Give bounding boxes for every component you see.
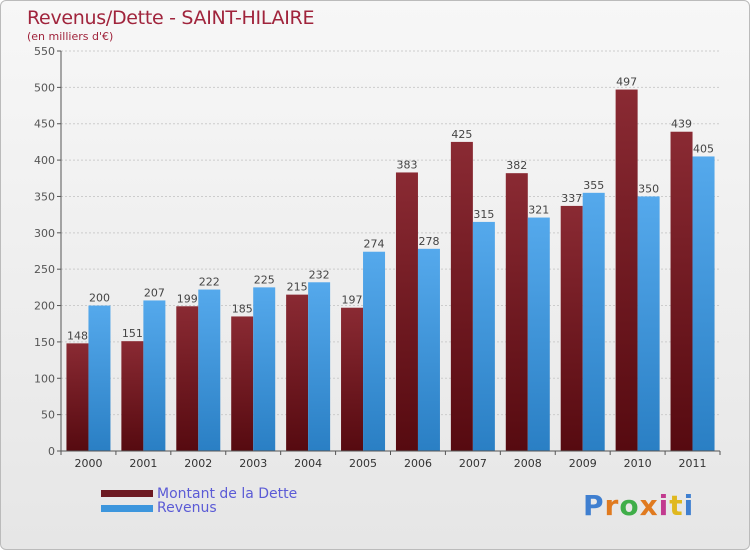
value-label-debt: 497 xyxy=(616,76,637,89)
bar-debt xyxy=(231,316,254,451)
y-tick-label: 0 xyxy=(48,445,55,458)
value-label-debt: 148 xyxy=(67,329,88,342)
value-label-debt: 185 xyxy=(232,302,253,315)
bar-debt xyxy=(395,172,418,452)
proxiti-logo: Proxiti xyxy=(583,489,694,522)
bar-revenus xyxy=(692,156,715,452)
value-label-debt: 383 xyxy=(396,158,417,171)
bar-debt xyxy=(560,205,583,451)
value-label-revenus: 350 xyxy=(638,182,659,195)
bar-debt xyxy=(286,294,309,451)
bar-revenus xyxy=(88,305,111,451)
y-tick-label: 100 xyxy=(34,372,55,385)
bar-debt xyxy=(615,89,638,451)
x-tick-label: 2009 xyxy=(569,457,597,470)
value-label-revenus: 232 xyxy=(309,268,330,281)
y-tick-label: 350 xyxy=(34,190,55,203)
y-tick-label: 500 xyxy=(34,81,55,94)
y-tick-label: 450 xyxy=(34,118,55,131)
value-label-revenus: 355 xyxy=(583,179,604,192)
y-tick-label: 300 xyxy=(34,227,55,240)
value-label-revenus: 315 xyxy=(473,208,494,221)
x-tick-label: 2010 xyxy=(624,457,652,470)
value-label-revenus: 207 xyxy=(144,286,165,299)
bar-revenus xyxy=(637,196,660,451)
value-label-debt: 215 xyxy=(287,281,308,294)
chart-title: Revenus/Dette - SAINT-HILAIRE xyxy=(27,7,315,29)
bar-revenus xyxy=(527,217,550,451)
bar-revenus xyxy=(472,221,495,451)
value-label-revenus: 225 xyxy=(254,273,275,286)
x-tick-label: 2011 xyxy=(679,457,707,470)
x-tick-label: 2005 xyxy=(349,457,377,470)
bar-debt xyxy=(66,343,89,451)
bars xyxy=(66,89,715,452)
value-label-revenus: 274 xyxy=(364,238,385,251)
logo-letter: i xyxy=(658,489,670,522)
bar-debt xyxy=(450,141,473,451)
bar-revenus xyxy=(417,248,440,451)
value-label-revenus: 200 xyxy=(89,292,110,305)
logo-letter: o xyxy=(619,489,640,522)
logo-letter: x xyxy=(639,489,659,522)
bar-debt xyxy=(670,131,693,451)
grid xyxy=(61,50,720,452)
x-tick-label: 2007 xyxy=(459,457,487,470)
x-tick-label: 2003 xyxy=(239,457,267,470)
x-tick-label: 2000 xyxy=(74,457,102,470)
y-tick-label: 250 xyxy=(34,263,55,276)
value-label-revenus: 278 xyxy=(418,235,439,248)
bar-revenus xyxy=(253,287,276,451)
axes: 0 50 100 150 200 250 300 350 400 450 500 550 2000 200… xyxy=(34,45,721,470)
bar-revenus xyxy=(582,192,605,451)
bar-revenus xyxy=(198,289,221,451)
x-tick-label: 2006 xyxy=(404,457,432,470)
x-tick-label: 2001 xyxy=(129,457,157,470)
logo-letter: r xyxy=(604,489,620,522)
bar-debt xyxy=(505,173,528,451)
logo-letter: P xyxy=(583,489,605,522)
bar-revenus xyxy=(363,251,386,451)
bar-debt xyxy=(121,341,144,451)
bar-revenus xyxy=(308,282,331,451)
y-tick-label: 50 xyxy=(41,409,55,422)
y-tick-label: 400 xyxy=(34,154,55,167)
bar-revenus xyxy=(143,300,166,451)
x-tick-label: 2002 xyxy=(184,457,212,470)
logo-letter: t xyxy=(669,489,684,522)
logo-letter: i xyxy=(683,489,695,522)
x-tick-label: 2008 xyxy=(514,457,542,470)
value-label-debt: 439 xyxy=(671,118,692,131)
value-label-debt: 199 xyxy=(177,292,198,305)
value-label-revenus: 405 xyxy=(693,142,714,155)
value-label-debt: 197 xyxy=(342,294,363,307)
value-label-revenus: 222 xyxy=(199,276,220,289)
bar-debt xyxy=(176,306,199,451)
y-tick-label: 150 xyxy=(34,336,55,349)
x-tick-label: 2004 xyxy=(294,457,322,470)
legend-swatch-debt xyxy=(101,490,153,497)
y-tick-label: 200 xyxy=(34,300,55,313)
value-label-debt: 382 xyxy=(506,159,527,172)
bar-debt xyxy=(341,307,364,451)
legend-label-debt: Montant de la Dette xyxy=(157,486,298,502)
legend-label-revenus: Revenus xyxy=(157,500,217,516)
value-label-debt: 425 xyxy=(451,128,472,141)
value-label-debt: 337 xyxy=(561,192,582,205)
chart-subtitle: (en milliers d'€) xyxy=(27,30,114,43)
value-label-debt: 151 xyxy=(122,327,143,340)
value-label-revenus: 321 xyxy=(528,204,549,217)
legend-swatch-revenus xyxy=(101,505,153,512)
y-tick-label: 550 xyxy=(34,45,55,58)
